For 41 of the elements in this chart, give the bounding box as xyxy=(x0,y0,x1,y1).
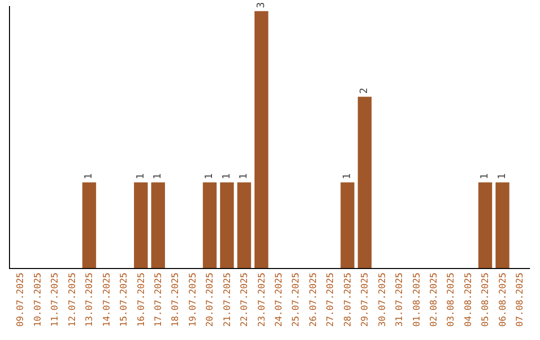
x-tick-label: 16.07.2025 xyxy=(136,272,147,327)
data-label: 1 xyxy=(238,173,250,180)
x-tick-label: 20.07.2025 xyxy=(206,272,216,327)
x-tick-label: 22.07.2025 xyxy=(240,272,250,327)
x-tick-label: 04.08.2025 xyxy=(464,272,474,327)
x-tick-label: 03.08.2025 xyxy=(446,272,457,327)
x-tick-label: 05.08.2025 xyxy=(481,272,492,327)
x-tick-label: 06.08.2025 xyxy=(498,272,508,327)
data-label: 3 xyxy=(256,2,267,8)
x-tick-label: 18.07.2025 xyxy=(171,272,182,327)
x-tick-label: 09.07.2025 xyxy=(16,272,26,327)
x-tick-label: 23.07.2025 xyxy=(257,272,268,327)
x-tick-label: 24.07.2025 xyxy=(274,272,285,327)
x-tick-label: 02.08.2025 xyxy=(430,272,440,327)
x-tick-label: 11.07.2025 xyxy=(50,272,61,327)
x-tick-label: 17.07.2025 xyxy=(154,272,164,327)
x-tick-label: 15.07.2025 xyxy=(120,272,130,327)
x-tick-label: 25.07.2025 xyxy=(292,272,302,327)
x-tick-label: 26.07.2025 xyxy=(308,272,319,327)
x-tick-label: 21.07.2025 xyxy=(222,272,233,327)
data-label: 1 xyxy=(135,173,146,180)
x-tick-label: 28.07.2025 xyxy=(343,272,354,327)
x-tick-label: 30.07.2025 xyxy=(378,272,388,327)
data-label: 1 xyxy=(221,173,232,180)
x-tick-label: 10.07.2025 xyxy=(33,272,44,327)
x-tick-label: 01.08.2025 xyxy=(412,272,422,327)
x-tick-label: 12.07.2025 xyxy=(68,272,78,327)
data-label: 1 xyxy=(204,173,216,180)
x-tick-label: 07.08.2025 xyxy=(516,272,526,327)
x-tick-label: 14.07.2025 xyxy=(102,272,112,327)
data-label: 1 xyxy=(152,173,164,180)
data-label: 1 xyxy=(342,173,353,180)
x-tick-label: 19.07.2025 xyxy=(188,272,198,327)
x-tick-label: 29.07.2025 xyxy=(360,272,371,327)
data-label: 2 xyxy=(359,88,370,94)
data-label: 1 xyxy=(480,173,491,180)
x-tick-label: 27.07.2025 xyxy=(326,272,336,327)
x-tick-label: 31.07.2025 xyxy=(395,272,406,327)
data-label: 1 xyxy=(84,173,95,180)
x-tick-label: 13.07.2025 xyxy=(85,272,96,327)
data-label: 1 xyxy=(496,173,508,180)
